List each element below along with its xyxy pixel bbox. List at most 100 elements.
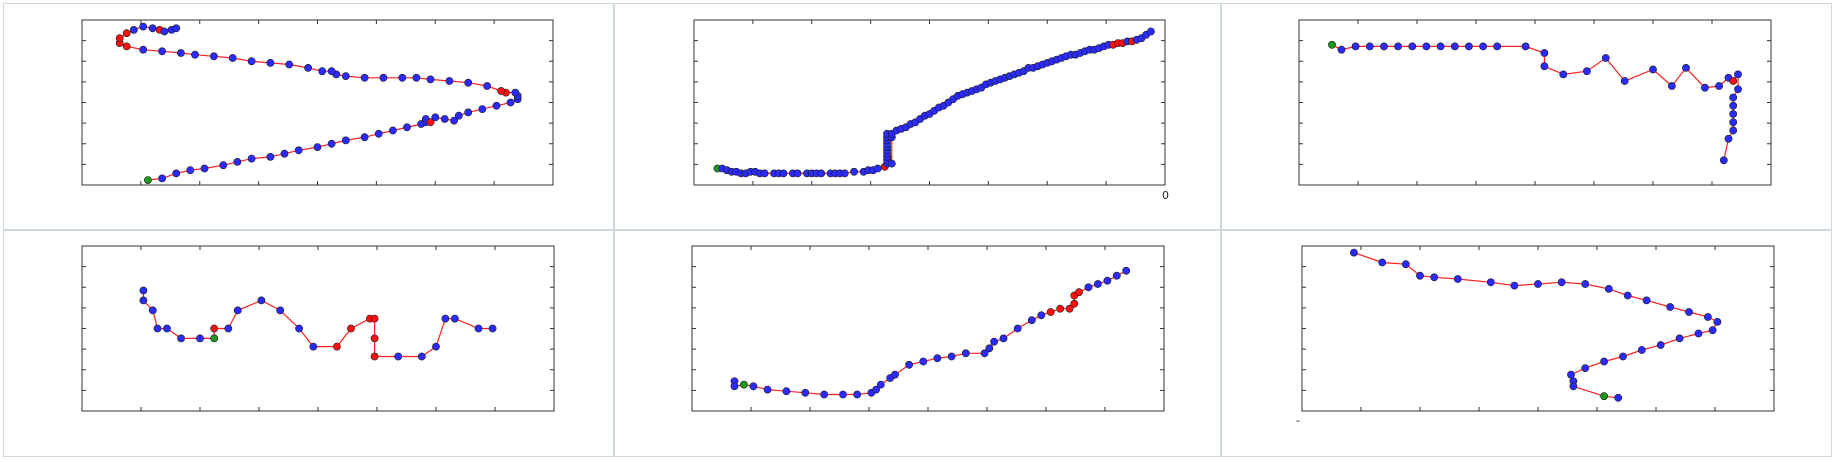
data-point <box>139 296 148 305</box>
data-point <box>933 354 942 363</box>
data-point <box>1027 316 1036 325</box>
data-point <box>1037 311 1046 320</box>
data-point <box>1729 126 1738 135</box>
chart-svg-4 <box>81 245 555 412</box>
data-point <box>196 334 204 343</box>
data-point <box>1619 352 1627 361</box>
data-point <box>840 169 849 178</box>
data-point <box>1557 278 1566 287</box>
axes-frame <box>691 245 1165 412</box>
series-line <box>1353 252 1719 399</box>
data-point <box>276 306 285 315</box>
data-point <box>148 24 157 33</box>
data-point <box>474 324 483 333</box>
data-point <box>1540 62 1549 71</box>
data-point <box>839 390 847 399</box>
data-point <box>511 88 520 97</box>
data-point <box>1713 318 1722 326</box>
series-line <box>733 270 1127 396</box>
data-point <box>782 387 791 396</box>
data-point <box>1065 304 1074 313</box>
data-point <box>432 342 440 351</box>
data-point <box>801 388 810 397</box>
data-point <box>450 116 458 125</box>
data-point <box>347 324 355 333</box>
data-point <box>850 167 858 176</box>
data-point <box>1642 296 1651 305</box>
data-point <box>980 349 989 358</box>
data-point <box>341 72 350 80</box>
data-point <box>224 324 233 333</box>
data-point <box>1734 70 1742 79</box>
data-point <box>163 324 171 333</box>
data-point <box>1380 42 1388 51</box>
data-point <box>233 157 242 166</box>
data-point <box>440 115 449 123</box>
data-point <box>749 382 758 391</box>
data-point <box>1703 313 1712 321</box>
data-point <box>1734 85 1742 94</box>
data-point <box>1559 70 1568 79</box>
data-point <box>1675 334 1684 343</box>
data-point <box>1582 67 1591 76</box>
chart-panel-6: - <box>1221 230 1832 457</box>
data-point <box>1694 329 1703 338</box>
data-point <box>1464 42 1473 51</box>
data-point <box>1666 303 1675 311</box>
data-point <box>1422 42 1431 51</box>
data-point <box>1351 42 1360 51</box>
data-point <box>403 123 411 132</box>
chart-panel-4 <box>3 230 614 457</box>
data-point <box>309 342 318 351</box>
chart-panel-1 <box>3 3 614 230</box>
data-point <box>492 101 501 110</box>
data-point <box>266 59 275 67</box>
data-point <box>872 385 880 394</box>
data-point <box>1337 45 1346 54</box>
data-point <box>209 52 218 61</box>
data-point <box>853 390 862 399</box>
data-point <box>1729 93 1738 102</box>
data-point <box>820 390 829 399</box>
data-point <box>176 49 185 57</box>
data-point <box>257 296 266 305</box>
chart-panel-2: 0 <box>614 3 1221 230</box>
data-point <box>1724 134 1733 143</box>
start-point <box>210 334 219 343</box>
data-point <box>497 87 506 95</box>
data-point <box>1493 42 1502 51</box>
data-point <box>488 324 497 333</box>
data-point <box>219 161 228 170</box>
data-point <box>1486 278 1495 287</box>
data-point <box>247 154 256 163</box>
start-point <box>143 176 152 184</box>
data-point <box>417 352 426 361</box>
data-point <box>200 164 209 173</box>
data-point <box>1581 280 1590 288</box>
data-point <box>876 380 885 389</box>
data-point <box>280 149 289 158</box>
data-point <box>1715 82 1723 90</box>
data-point <box>139 22 148 31</box>
data-point <box>318 67 327 76</box>
data-point <box>233 306 242 315</box>
data-point <box>1620 77 1629 85</box>
data-point <box>379 73 388 82</box>
axes-frame <box>81 19 554 186</box>
data-point <box>1103 276 1112 285</box>
data-point <box>999 334 1008 343</box>
chart-svg-1 <box>81 19 554 186</box>
data-point <box>394 352 403 361</box>
data-point <box>332 342 341 351</box>
data-point <box>294 146 303 155</box>
data-point <box>426 75 435 84</box>
data-point <box>817 169 826 178</box>
data-point <box>441 314 450 323</box>
data-point <box>247 57 256 66</box>
data-point <box>1521 42 1530 51</box>
data-point <box>1729 77 1738 85</box>
data-point <box>172 169 181 178</box>
data-point <box>1122 266 1131 275</box>
data-point <box>1378 258 1387 267</box>
data-point <box>129 25 138 34</box>
